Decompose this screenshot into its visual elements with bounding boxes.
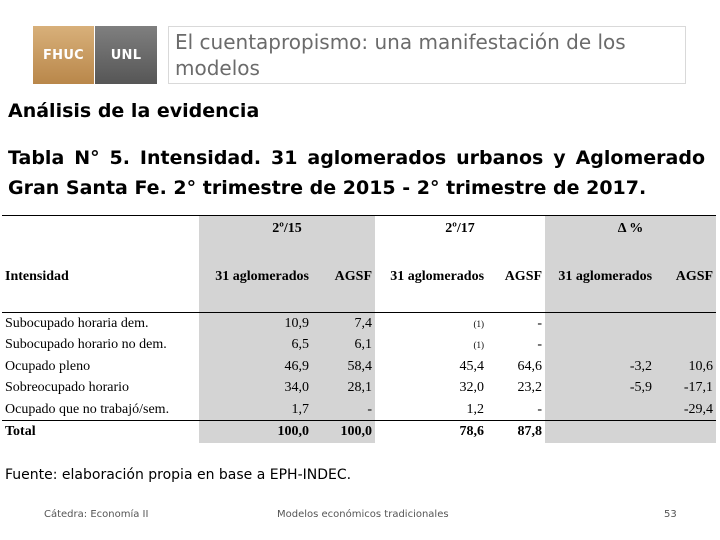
total-label: Total	[2, 420, 199, 443]
table-cell: -	[312, 398, 376, 421]
table-cell: 64,6	[517, 358, 543, 374]
table-cell-footnote: (1)	[473, 318, 485, 329]
table-cell: 10,9	[199, 312, 312, 335]
table-cell: -	[537, 337, 543, 353]
row-label: Ocupado pleno	[5, 358, 91, 374]
row-label: Subocupado horaria dem.	[5, 315, 149, 331]
table-row: Sobreocupado horario 34,0 28,1 32,0 23,2…	[2, 377, 717, 399]
group-header-2015: 2º/15	[199, 215, 376, 243]
footer-topic: Modelos económicos tradicionales	[277, 509, 449, 520]
table-cell	[545, 334, 656, 356]
table-group-header-row: 2º/15 2º/17 Δ %	[2, 215, 717, 243]
fhuc-logo: FHUC	[33, 26, 94, 84]
institution-logos: FHUC UNL	[33, 26, 157, 84]
table-cell: 34,0	[199, 377, 312, 399]
table-cell: 45,4	[459, 358, 485, 374]
column-header: 31 aglomerados	[375, 242, 488, 313]
table-caption: Tabla N° 5. Intensidad. 31 aglomerados u…	[8, 147, 705, 199]
row-label: Sobreocupado horario	[5, 380, 130, 395]
total-cell: 100,0	[199, 420, 312, 443]
column-header: AGSF	[312, 242, 376, 313]
table-cell: 6,1	[312, 334, 376, 356]
table-cell: 46,9	[199, 355, 312, 378]
table-cell: 6,5	[199, 334, 312, 356]
table-cell-footnote: (1)	[473, 340, 485, 351]
section-heading: Análisis de la evidencia	[8, 100, 260, 122]
unl-logo: UNL	[95, 26, 157, 84]
table-corner-cell	[2, 215, 199, 243]
slide-title: El cuentapropismo: una manifestación de …	[168, 26, 686, 84]
total-cell: 78,6	[375, 420, 488, 443]
table-row: Subocupado horario no dem. 6,5 6,1 (1) -	[2, 334, 717, 356]
group-header-2017: 2º/17	[375, 215, 546, 243]
table-cell: -29,4	[655, 398, 717, 421]
total-cell: 100,0	[312, 420, 376, 443]
table-cell: -5,9	[545, 377, 656, 399]
table-cell: 23,2	[517, 380, 543, 395]
total-cell	[545, 420, 656, 443]
row-label: Ocupado que no trabajó/sem.	[5, 401, 170, 417]
table-cell	[545, 398, 656, 421]
table-cell: 28,1	[312, 377, 376, 399]
table-cell: -	[537, 315, 543, 331]
column-header: 31 aglomerados	[199, 242, 312, 313]
table-column-header-row: Intensidad 31 aglomerados AGSF 31 aglome…	[2, 242, 717, 313]
total-cell	[655, 420, 717, 443]
table-cell: 32,0	[459, 380, 485, 395]
table-cell: 10,6	[655, 355, 717, 378]
table-cell	[655, 312, 717, 335]
source-text: : elaboración propia en base a EPH-INDEC…	[52, 467, 352, 483]
table-cell: 58,4	[312, 355, 376, 378]
table-cell: -	[537, 401, 543, 417]
table-row: Ocupado pleno 46,9 58,4 45,4 64,6 -3,2 1…	[2, 355, 717, 378]
column-header: AGSF	[487, 242, 546, 313]
table-cell: -3,2	[545, 355, 656, 378]
table-cell: 1,2	[466, 401, 485, 417]
table-cell: 7,4	[312, 312, 376, 335]
table-cell: 1,7	[199, 398, 312, 421]
source-label: Fuente	[5, 467, 53, 483]
table-cell	[655, 334, 717, 356]
table-total-row: Total 100,0 100,0 78,6 87,8	[2, 420, 717, 443]
page-number: 53	[664, 509, 677, 520]
source-note: Fuente: elaboración propia en base a EPH…	[5, 467, 351, 483]
group-header-delta: Δ %	[545, 215, 717, 243]
intensity-table: 2º/15 2º/17 Δ % Intensidad 31 aglomerado…	[2, 215, 717, 443]
table-row: Subocupado horaria dem. 10,9 7,4 (1) -	[2, 312, 717, 335]
table-cell	[545, 312, 656, 335]
column-header: 31 aglomerados	[545, 242, 656, 313]
row-label: Subocupado horario no dem.	[5, 337, 167, 353]
total-cell: 87,8	[487, 420, 546, 443]
table-row: Ocupado que no trabajó/sem. 1,7 - 1,2 - …	[2, 398, 717, 421]
footer-course: Cátedra: Economía II	[44, 509, 149, 520]
column-header: Intensidad	[2, 242, 199, 313]
column-header: AGSF	[655, 242, 717, 313]
table-cell: -17,1	[655, 377, 717, 399]
